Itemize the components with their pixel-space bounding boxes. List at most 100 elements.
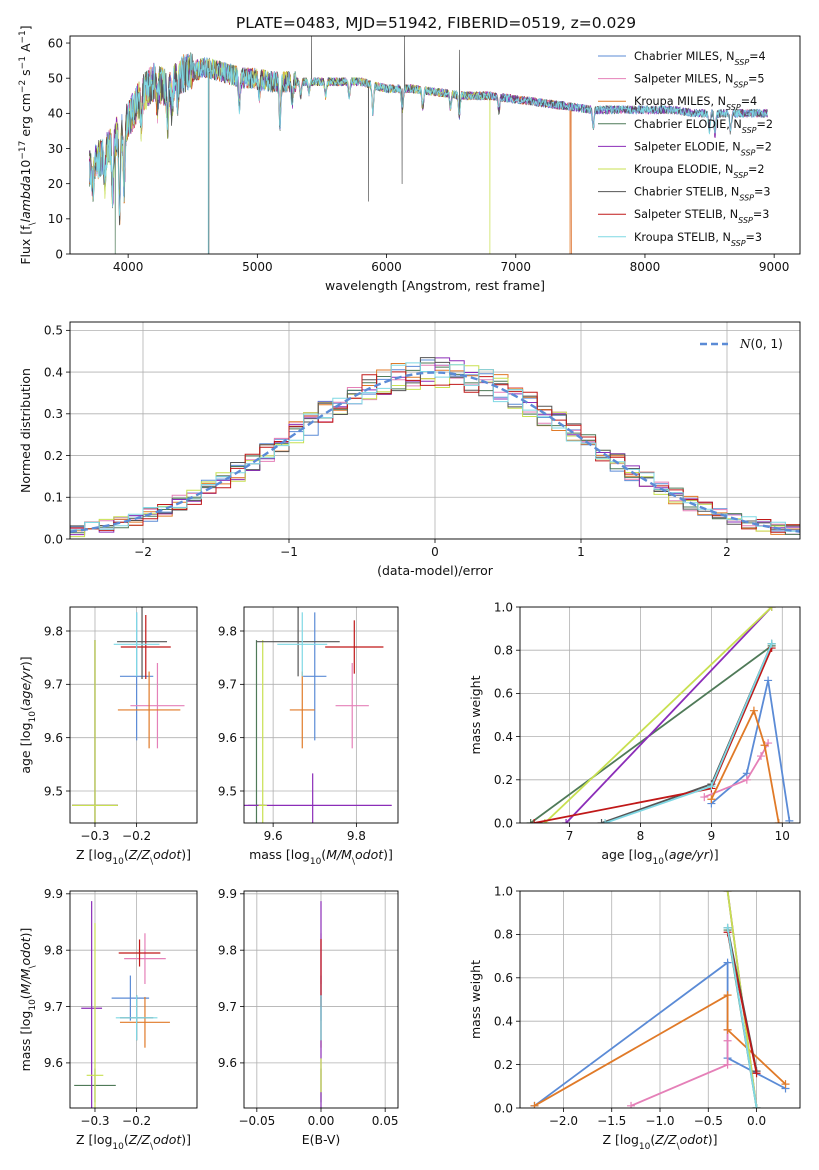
y-tick-label: 0.0: [494, 816, 513, 830]
x-tick-label: 8000: [630, 260, 661, 274]
figure-title: PLATE=0483, MJD=51942, FIBERID=0519, z=0…: [236, 14, 636, 32]
weight-marker: [774, 819, 783, 823]
y-tick-label: 9.7: [44, 1000, 63, 1014]
y-tick-label: 9.7: [218, 678, 237, 692]
weight-line: [710, 680, 791, 821]
weight-marker: [767, 639, 776, 648]
y-tick-label: 0.8: [494, 928, 513, 942]
legend-entry: Salpeter MILES, NSSP=5: [634, 73, 765, 90]
axes-mass_vs_EBV: −0.05 0.00 0.05 9.6 9.7 9.8 9.9 E(B-V): [218, 887, 399, 1147]
weight-marker: [530, 1101, 539, 1108]
weight-marker: [723, 991, 732, 1000]
weight-marker: [785, 816, 794, 823]
y-tick-label: 9.7: [218, 1000, 237, 1014]
x-tick-label: 0.00: [308, 1114, 335, 1128]
weight-marker: [757, 752, 766, 761]
weight-marker: [767, 607, 776, 611]
legend-entry: Chabrier MILES, NSSP=4: [634, 50, 766, 67]
histogram-step: [70, 364, 800, 538]
histogram-step: [70, 357, 800, 536]
axes-mass_vs_Z: −0.3 −0.2 9.6 9.7 9.8 9.9 Z [log10(Z/Z\odot)] m…: [18, 887, 198, 1152]
weight-line: [544, 607, 773, 823]
histogram-step: [70, 362, 800, 532]
legend-entry: Salpeter STELIB, NSSP=3: [634, 208, 769, 225]
x-axis-label: (data-model)/error: [377, 563, 494, 578]
y-tick-label: 0.2: [494, 1058, 513, 1072]
weight-marker: [742, 775, 751, 784]
x-tick-label: −2.0: [549, 1114, 578, 1128]
y-tick-label: 9.9: [218, 887, 237, 901]
y-tick-label: 1.0: [494, 884, 513, 898]
weight-marker: [723, 1036, 732, 1045]
y-tick-label: 0.4: [494, 730, 513, 744]
legend-entry: Kroupa STELIB, NSSP=3: [634, 231, 762, 248]
y-tick-label: 9.5: [44, 784, 63, 798]
x-tick-label: 7: [566, 829, 574, 843]
axes-spectrum: 4000 5000 6000 7000 8000 9000 0 10 20 30 40 50 60 wav…: [18, 25, 801, 293]
x-tick-label: 10: [775, 829, 790, 843]
y-tick-label: 40: [48, 107, 63, 121]
x-tick-label: 2: [723, 545, 731, 559]
y-tick-label: 20: [48, 177, 63, 191]
y-tick-label: 0.0: [44, 532, 63, 546]
y-tick-label: 0.6: [494, 687, 513, 701]
x-tick-label: −0.05: [238, 1114, 275, 1128]
x-tick-label: −0.5: [694, 1114, 723, 1128]
legend-entry: Salpeter ELODIE, NSSP=2: [634, 140, 772, 157]
weight-line: [710, 708, 780, 823]
y-tick-label: 0.2: [494, 773, 513, 787]
weight-marker: [562, 819, 571, 823]
x-axis-label: wavelength [Angstrom, rest frame]: [325, 278, 545, 293]
legend-entry: Chabrier STELIB, NSSP=3: [634, 186, 771, 203]
axes-frame: [519, 606, 801, 824]
y-tick-label: 9.9: [44, 887, 63, 901]
y-tick-label: 0.4: [44, 365, 63, 379]
weight-marker: [700, 793, 709, 802]
y-tick-label: 0.1: [44, 491, 63, 505]
x-axis-label: Z [log10(Z/Z\odot)]: [76, 1132, 191, 1152]
y-tick-label: 9.6: [218, 731, 237, 745]
y-tick-label: 0.6: [494, 971, 513, 985]
y-tick-label: 50: [48, 71, 63, 85]
x-tick-label: 1: [577, 545, 585, 559]
axes-age_vs_mass: 9.6 9.8 9.5 9.6 9.7 9.8 mass [log10(M/M\odot)]: [218, 606, 399, 867]
weight-marker: [723, 958, 732, 967]
weight-marker: [752, 1104, 761, 1108]
axes-frame: [69, 890, 198, 1109]
axes-frame: [69, 606, 198, 824]
weight-line: [534, 993, 787, 1107]
x-tick-label: 8: [637, 829, 645, 843]
y-tick-label: 1.0: [494, 600, 513, 614]
weight-line: [726, 927, 758, 1108]
plot-area-weight_vs_age: [520, 607, 800, 823]
x-tick-label: 0.0: [747, 1114, 766, 1128]
x-tick-label: −0.3: [80, 829, 109, 843]
y-axis-label: mass weight: [468, 960, 483, 1039]
x-tick-label: −0.2: [122, 829, 151, 843]
y-axis-label: age [log10(age/yr)]: [18, 656, 38, 773]
axes-frame: [243, 606, 399, 824]
spectrum-line: [89, 53, 768, 254]
weight-line: [630, 1029, 729, 1107]
y-tick-label: 9.6: [218, 1056, 237, 1070]
x-tick-label: 9.6: [264, 829, 283, 843]
weight-marker: [752, 1069, 761, 1078]
x-tick-label: 9.8: [347, 829, 366, 843]
weight-line: [565, 607, 773, 823]
x-tick-label: −1.0: [645, 1114, 674, 1128]
x-tick-label: 0: [431, 545, 439, 559]
y-tick-label: 9.8: [218, 943, 237, 957]
weight-marker: [627, 1101, 636, 1108]
x-tick-label: −1: [280, 545, 298, 559]
x-tick-label: 9: [708, 829, 716, 843]
x-tick-label: −1.5: [597, 1114, 626, 1128]
histogram-legend: N(0, 1): [700, 337, 783, 351]
axes-age_vs_Z: −0.3 −0.2 9.5 9.6 9.7 9.8 Z [log10(Z/Z\odot)] a…: [18, 606, 198, 867]
y-tick-label: 9.8: [44, 943, 63, 957]
legend-entry: N(0, 1): [739, 337, 783, 351]
weight-marker: [781, 1080, 790, 1089]
y-tick-label: 0.5: [44, 324, 63, 338]
x-axis-label: age [log10(age/yr)]: [601, 847, 718, 867]
y-axis-label: Flux [f\lambda10−17 erg cm−2 s−1 A−1]: [18, 25, 38, 264]
weight-marker: [526, 819, 535, 823]
